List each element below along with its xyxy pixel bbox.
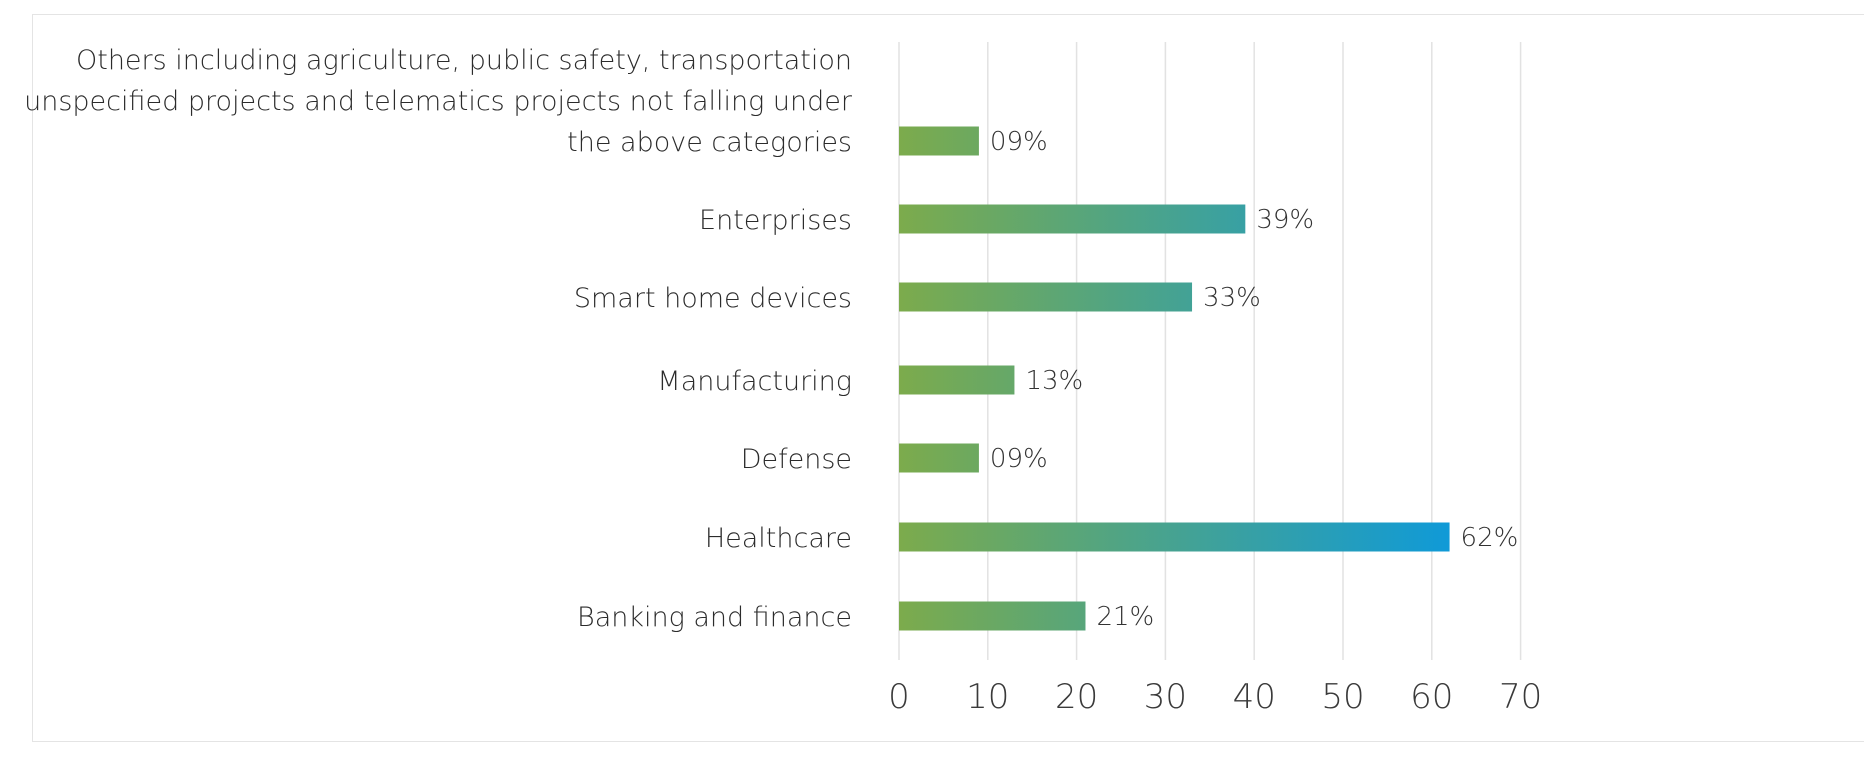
bar-6	[899, 601, 1086, 631]
category-label-1: Enterprises	[699, 205, 852, 236]
value-labels: 09% 39% 33% 13% 09% 62% 21%	[990, 127, 1518, 632]
category-label-line: Defense	[741, 444, 852, 475]
category-label-line: Banking and finance	[577, 602, 852, 633]
category-label-line: Others including agriculture, public saf…	[76, 45, 852, 76]
x-tick-label-10: 10	[966, 677, 1009, 717]
x-tick-label-40: 40	[1233, 677, 1276, 717]
category-label-line: Healthcare	[705, 523, 852, 554]
x-tick-label-0: 0	[888, 677, 910, 717]
bar-0	[899, 126, 979, 156]
category-label-line: the above categories	[567, 127, 852, 158]
value-label-2: 33%	[1203, 283, 1261, 313]
category-label-5: Healthcare	[705, 523, 852, 554]
grid-lines	[898, 42, 1522, 660]
category-label-3: Manufacturing	[657, 366, 852, 397]
value-label-0: 09%	[990, 127, 1048, 157]
x-tick-label-20: 20	[1055, 677, 1098, 717]
bars	[899, 126, 1450, 631]
category-label-line: unspecified projects and telematics proj…	[24, 86, 853, 117]
x-tick-label-60: 60	[1410, 677, 1453, 717]
value-label-3: 13%	[1025, 366, 1083, 396]
chart-frame	[32, 14, 1864, 742]
category-labels: Others including agriculture, public saf…	[24, 45, 853, 633]
category-label-6: Banking and finance	[577, 602, 852, 633]
category-label-line: Enterprises	[699, 205, 852, 236]
value-label-6: 21%	[1096, 602, 1154, 632]
bar-1	[899, 204, 1246, 234]
x-tick-label-50: 50	[1321, 677, 1364, 717]
x-axis-ticks: 0 10 20 30 40 50 60 70	[888, 677, 1542, 717]
bar-5	[899, 522, 1450, 552]
category-label-line: Manufacturing	[657, 366, 852, 397]
x-tick-label-30: 30	[1144, 677, 1187, 717]
category-label-0: Others including agriculture, public saf…	[24, 45, 853, 158]
category-label-2: Smart home devices	[574, 283, 852, 314]
value-label-5: 62%	[1461, 523, 1519, 553]
x-tick-label-70: 70	[1499, 677, 1542, 717]
value-label-4: 09%	[990, 444, 1048, 474]
bar-4	[899, 443, 979, 473]
bar-3	[899, 365, 1015, 395]
bar-2	[899, 282, 1193, 312]
value-label-1: 39%	[1256, 205, 1314, 235]
category-label-4: Defense	[741, 444, 852, 475]
category-label-line: Smart home devices	[574, 283, 852, 314]
